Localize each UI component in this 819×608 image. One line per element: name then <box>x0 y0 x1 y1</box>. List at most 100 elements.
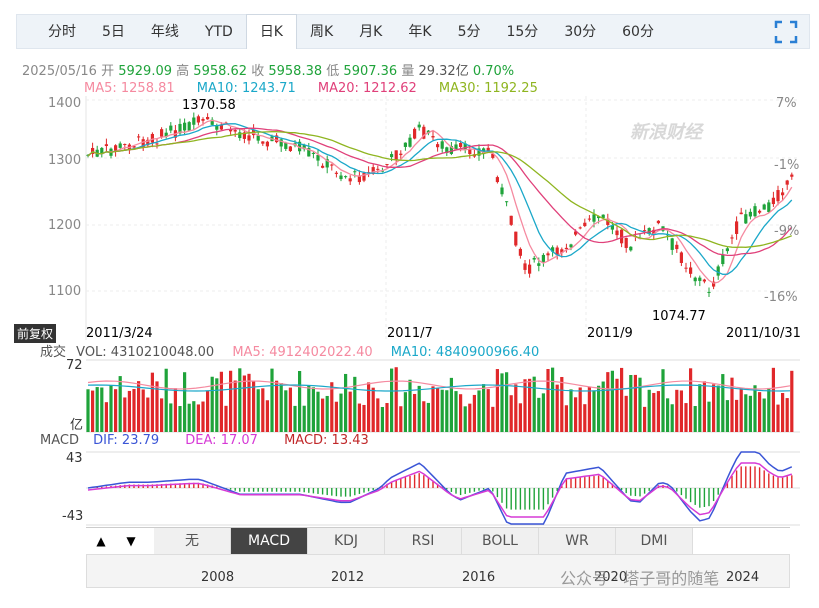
vol-ma10-line <box>87 384 791 392</box>
candle-body <box>551 247 555 252</box>
candle-body <box>477 148 481 156</box>
dif-value: DIF: 23.79 <box>93 433 160 448</box>
fullscreen-icon[interactable] <box>773 19 799 45</box>
volume-bar <box>302 405 306 432</box>
volume-bar <box>541 393 545 432</box>
candle-body <box>693 277 697 282</box>
candle-body <box>532 257 536 260</box>
ma10-line <box>87 123 793 275</box>
candle-body <box>606 218 610 225</box>
timeline-scrollbar[interactable] <box>86 554 790 588</box>
tab-7[interactable]: 年K <box>408 23 432 40</box>
volume-bar <box>624 395 628 432</box>
volume-bar <box>325 395 329 432</box>
volume-bar <box>357 403 361 432</box>
volume-value: 29.32亿 <box>418 64 469 79</box>
candle-body <box>583 222 587 227</box>
volume-bar <box>141 389 145 432</box>
volume-bar <box>735 399 739 432</box>
volume-bar <box>242 375 246 432</box>
volume-bar <box>587 386 591 432</box>
indicator-tab-4[interactable]: BOLL <box>462 528 539 554</box>
arrow-down-icon[interactable]: ▼ <box>126 534 136 548</box>
volume-bar <box>739 388 743 432</box>
tab-4[interactable]: 日K <box>245 14 297 49</box>
candle-body <box>325 159 329 168</box>
dea-line <box>87 462 793 518</box>
candle-body <box>362 173 366 181</box>
indicator-tab-0[interactable]: 无 <box>154 528 231 554</box>
date-tick: 2011/9 <box>587 326 633 341</box>
volume-bar <box>693 406 697 432</box>
arrow-up-icon[interactable]: ▲ <box>96 534 106 548</box>
volume-bar <box>753 385 757 432</box>
candle-body <box>238 132 242 139</box>
tab-9[interactable]: 15分 <box>506 23 539 40</box>
ma-legend: MA5: 1258.81 MA10: 1243.71 MA20: 1212.62… <box>84 81 556 96</box>
tab-10[interactable]: 30分 <box>564 23 597 40</box>
volume-bar <box>721 374 725 432</box>
candle-body <box>265 141 269 147</box>
volume-bar <box>385 403 389 432</box>
volume-bar <box>408 379 412 432</box>
volume-bar <box>187 403 191 432</box>
tab-0[interactable]: 分时 <box>48 23 76 40</box>
volume-bar <box>307 385 311 432</box>
adjust-badge[interactable]: 前复权 <box>14 324 57 343</box>
candle-body <box>132 146 136 148</box>
volume-bar <box>256 389 260 432</box>
volume-bar <box>537 397 541 432</box>
volume-bar <box>578 387 582 432</box>
candle-body <box>679 252 683 263</box>
candle-body <box>509 215 513 225</box>
tab-2[interactable]: 年线 <box>150 23 179 40</box>
date-tick: 2011/3/24 <box>86 326 153 341</box>
volume-bar <box>666 398 670 432</box>
candle-body <box>229 129 233 132</box>
volume-bar <box>436 388 440 432</box>
volume-bar <box>675 389 679 432</box>
candle-body <box>698 277 702 281</box>
open-value: 5929.09 <box>118 64 172 79</box>
candle-body <box>183 122 187 131</box>
tab-5[interactable]: 周K <box>310 23 334 40</box>
volume-bar <box>114 389 118 432</box>
volume-bar <box>652 392 656 432</box>
volume-bar <box>86 389 90 432</box>
candle-body <box>279 139 283 147</box>
tab-6[interactable]: 月K <box>359 23 383 40</box>
indicator-tab-3[interactable]: RSI <box>385 528 462 554</box>
volume-bar <box>178 406 182 432</box>
indicator-tab-2[interactable]: KDJ <box>308 528 385 554</box>
volume-bar <box>275 380 279 432</box>
volume-bar <box>353 376 357 432</box>
tab-3[interactable]: YTD <box>204 23 233 40</box>
pct-tick: 7% <box>776 96 797 111</box>
high-value: 5958.62 <box>193 64 248 79</box>
tab-11[interactable]: 60分 <box>622 23 654 40</box>
volume-bar <box>146 397 150 432</box>
tab-1[interactable]: 5日 <box>102 23 125 40</box>
volume-bar <box>192 401 196 432</box>
indicator-tab-1[interactable]: MACD <box>231 528 308 554</box>
quote-date: 2025/05/16 <box>22 64 97 79</box>
candle-body <box>712 281 716 287</box>
candle-body <box>624 237 628 248</box>
indicator-tab-6[interactable]: DMI <box>616 528 693 554</box>
price-tick: 1400 <box>48 96 82 111</box>
candle-body <box>261 141 265 144</box>
volume-bar <box>689 368 693 432</box>
sina-watermark: 新浪财经 <box>630 122 702 143</box>
candle-body <box>390 154 394 158</box>
candle-body <box>684 267 688 269</box>
dif-line <box>87 451 793 525</box>
volume-bar <box>528 378 532 432</box>
volume-bar <box>468 403 472 432</box>
year-tick: 2024 <box>726 570 760 585</box>
volume-bar <box>725 400 729 432</box>
tab-8[interactable]: 5分 <box>457 23 481 40</box>
volume-bar <box>785 398 789 432</box>
volume-bar <box>776 404 780 432</box>
indicator-tab-5[interactable]: WR <box>539 528 616 554</box>
